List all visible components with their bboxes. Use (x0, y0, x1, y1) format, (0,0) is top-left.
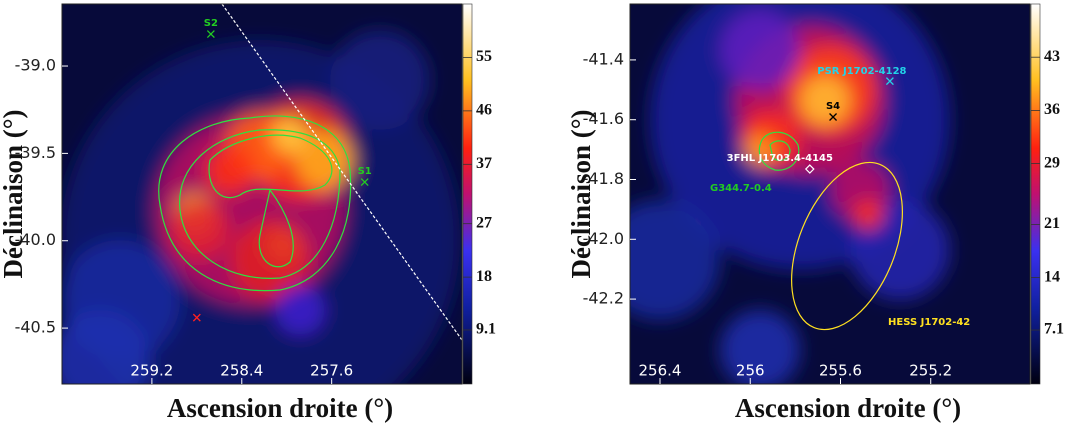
colorbar-tick-label: 43 (1044, 48, 1060, 65)
source-marker (192, 313, 201, 322)
colorbar-tick-label: 21 (1044, 215, 1060, 232)
y-tick-label: -39.5 (15, 143, 56, 162)
marker-shape (804, 164, 815, 174)
colorbar-tick-label: 14 (1044, 268, 1060, 285)
emission-blob (744, 134, 776, 166)
y-axis-title: Déclinaison (°) (566, 109, 596, 278)
x-tick-label: 255.6 (819, 362, 862, 380)
y-tick-label: -41.8 (583, 169, 624, 188)
colorbar-tick-label: 7.1 (1044, 321, 1064, 338)
contour (158, 115, 352, 292)
panel: 256.4 256 255.6 255.2 -41.4 -41.6 -41.8 -42.0 -4… (566, 3, 1064, 423)
colorbar-tick-label: 18 (476, 268, 492, 285)
x-axis-title: Ascension droite (°) (735, 393, 961, 423)
contour (758, 131, 800, 171)
contour (208, 134, 333, 199)
source-label: S2 (204, 18, 218, 29)
frame (61, 3, 463, 385)
marker-shape (192, 313, 201, 322)
colorbar-tick-label: 9.1 (476, 321, 496, 338)
source-marker (804, 164, 815, 174)
y-tick-label: -42.0 (583, 229, 624, 248)
x-tick-label: 258.4 (220, 362, 263, 380)
y-tick-label: -39.0 (15, 56, 56, 75)
sky-image (630, 4, 1030, 384)
x-axis-title: Ascension droite (°) (167, 393, 393, 423)
emission-blob (230, 220, 310, 300)
source-marker (206, 30, 215, 39)
emission-blob (330, 30, 430, 130)
emission-blob (205, 145, 255, 195)
contour (258, 188, 294, 268)
marker-shape (360, 178, 369, 186)
colorbar-tick-label: 46 (476, 102, 492, 119)
contour (769, 140, 791, 161)
emission (630, 4, 950, 384)
y-tick-label: -40.0 (15, 230, 56, 249)
colorbar (1030, 3, 1041, 385)
x-tick-label: 256 (736, 362, 765, 380)
emission-blob (720, 310, 800, 384)
marker-shape (829, 113, 838, 121)
source-label: PSR J1702-4128 (817, 66, 906, 77)
emission-blob (62, 310, 150, 384)
region-label: HESS J1702-42 (888, 317, 970, 328)
x-tick-label: 256.4 (639, 362, 682, 380)
emission-blob (272, 117, 308, 153)
colorbar-tick-label: 36 (1044, 101, 1060, 118)
y-tick-label: -40.5 (15, 318, 56, 337)
marker-shape (885, 77, 894, 86)
hess-region (791, 161, 903, 331)
y-tick-label: -42.2 (583, 289, 624, 308)
emission-blob (853, 200, 883, 230)
emission-blob (275, 285, 325, 335)
marker-shape (206, 30, 215, 39)
source-marker (360, 178, 369, 186)
colorbar-tick-label: 27 (476, 214, 492, 231)
y-tick-label: -41.4 (583, 49, 624, 68)
source-label: 3FHL J1703.4-4145 (727, 153, 833, 164)
source-label: S1 (358, 166, 372, 177)
source-label: S4 (826, 101, 840, 112)
sky-image (62, 4, 462, 384)
colorbar-tick-label: 55 (476, 48, 492, 65)
source-marker (829, 113, 838, 121)
emission (62, 30, 460, 384)
emission-blob (800, 75, 850, 125)
colorbar-tick-label: 37 (476, 155, 492, 172)
y-tick-label: -41.6 (583, 109, 624, 128)
boundary-line (221, 4, 462, 341)
x-tick-label: 257.6 (310, 362, 353, 380)
y-axis-title: Déclinaison (°) (0, 109, 28, 278)
emission-blob (720, 10, 800, 90)
frame (629, 3, 1031, 385)
emission-blob (170, 200, 230, 260)
x-tick-label: 259.2 (130, 362, 173, 380)
colorbar (462, 3, 473, 385)
emission-blob (630, 200, 720, 320)
contour (179, 129, 341, 279)
x-tick-label: 255.2 (909, 362, 952, 380)
panel: 259.2 258.4 257.6 -39.0 -39.5 -40.0 -40.5 9.1 18… (0, 3, 496, 423)
source-marker (885, 77, 894, 86)
colorbar-tick-label: 29 (1044, 154, 1060, 171)
region-label: G344.7-0.4 (710, 183, 772, 194)
